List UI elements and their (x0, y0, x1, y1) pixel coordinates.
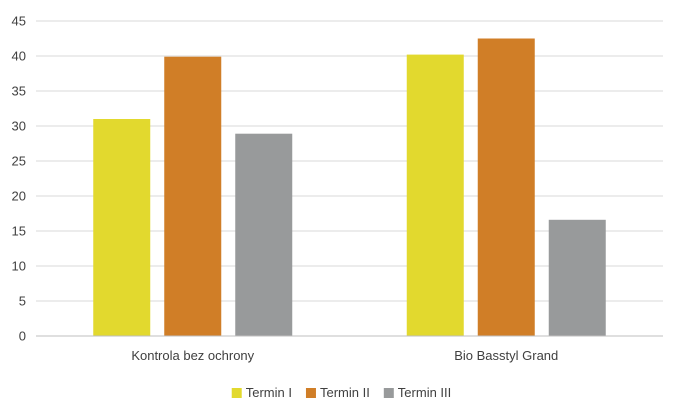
y-tick-label: 20 (12, 189, 26, 204)
legend-label: Termin I (246, 385, 292, 400)
bar-3-1 (235, 133, 293, 336)
y-tick-label: 0 (19, 329, 26, 344)
y-tick-label: 45 (12, 14, 26, 29)
bars (93, 38, 606, 336)
y-tick-label: 25 (12, 154, 26, 169)
bar-2-2 (477, 38, 535, 336)
x-category-label: Kontrola bez ochrony (131, 348, 254, 363)
legend-swatch (305, 388, 316, 398)
y-axis-ticks: 0 5 10 15 20 25 30 35 40 45 (12, 14, 26, 344)
legend-swatch (231, 388, 242, 398)
y-tick-label: 40 (12, 49, 26, 64)
y-tick-label: 10 (12, 259, 26, 274)
legend-swatch (383, 388, 394, 398)
legend-item: Termin II (305, 385, 370, 400)
legend: Termin I Termin II Termin III (231, 385, 451, 400)
y-tick-label: 15 (12, 224, 26, 239)
bar-1-1 (93, 119, 151, 336)
legend-item: Termin I (231, 385, 292, 400)
x-category-label: Bio Basstyl Grand (454, 348, 558, 363)
bar-2-1 (164, 56, 222, 336)
y-tick-label: 5 (19, 294, 26, 309)
legend-item: Termin III (383, 385, 451, 400)
x-axis-categories: Kontrola bez ochrony Bio Basstyl Grand (131, 348, 558, 363)
legend-label: Termin III (398, 385, 451, 400)
bar-3-2 (548, 219, 606, 336)
y-tick-label: 30 (12, 119, 26, 134)
legend-label: Termin II (320, 385, 370, 400)
bar-1-2 (406, 54, 464, 336)
y-tick-label: 35 (12, 84, 26, 99)
